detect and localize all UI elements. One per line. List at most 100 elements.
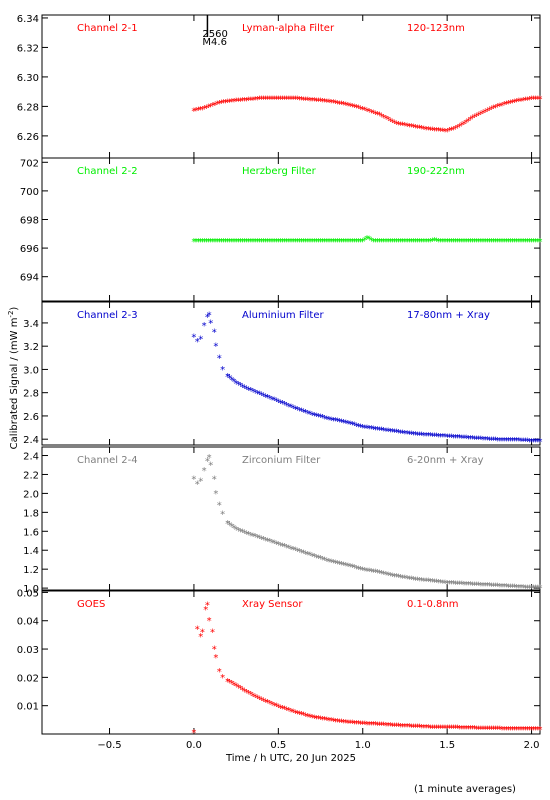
data-point: * xyxy=(516,237,521,248)
data-point: * xyxy=(232,524,237,535)
data-point: * xyxy=(438,237,443,248)
data-point: * xyxy=(251,532,256,543)
data-point: * xyxy=(533,584,538,595)
y-tick-label: 1.8 xyxy=(23,508,39,519)
data-point: * xyxy=(455,580,460,591)
data-point: * xyxy=(358,719,363,730)
data-point: * xyxy=(360,105,365,116)
data-point: * xyxy=(428,723,433,734)
data-point: * xyxy=(335,717,340,728)
data-point: * xyxy=(493,237,498,248)
y-tick-label: 694 xyxy=(20,273,39,284)
data-point: * xyxy=(535,237,540,248)
data-point: * xyxy=(396,428,401,439)
data-point: * xyxy=(295,405,300,416)
data-point: * xyxy=(379,112,384,123)
data-point: * xyxy=(221,98,226,109)
data-point: * xyxy=(371,109,376,120)
data-point: * xyxy=(443,432,448,443)
data-point: * xyxy=(310,96,315,107)
data-point: * xyxy=(259,391,264,402)
data-point: * xyxy=(529,95,534,106)
data-point: * xyxy=(369,720,374,731)
data-point: * xyxy=(257,95,262,106)
data-point: * xyxy=(405,429,410,440)
data-point: * xyxy=(267,537,272,548)
data-point: * xyxy=(421,431,426,442)
data-point: * xyxy=(236,237,241,248)
data-point: * xyxy=(519,237,524,248)
data-point: * xyxy=(502,582,507,593)
data-point: * xyxy=(316,554,321,565)
data-point: * xyxy=(438,432,443,443)
data-point: * xyxy=(514,237,519,248)
data-point: * xyxy=(335,237,340,248)
data-point: * xyxy=(220,673,225,684)
data-point: * xyxy=(333,99,338,110)
data-point: * xyxy=(365,106,370,117)
data-point: * xyxy=(246,237,251,248)
data-point: * xyxy=(421,723,426,734)
data-point: * xyxy=(519,725,524,736)
data-point: * xyxy=(381,113,386,124)
data-point: * xyxy=(464,724,469,735)
data-point: * xyxy=(337,237,342,248)
data-point: * xyxy=(538,237,543,248)
data-point: * xyxy=(527,95,532,106)
data-point: * xyxy=(212,645,217,656)
data-point: * xyxy=(487,581,492,592)
data-point: * xyxy=(255,237,260,248)
data-point: * xyxy=(415,123,420,134)
data-point: * xyxy=(263,237,268,248)
data-point: * xyxy=(396,722,401,733)
data-point: * xyxy=(447,126,452,137)
data-point: * xyxy=(379,237,384,248)
data-point: * xyxy=(212,328,217,339)
data-point: * xyxy=(348,719,353,730)
data-point: * xyxy=(529,437,534,448)
data-point: * xyxy=(495,725,500,736)
data-point: * xyxy=(198,632,203,643)
data-point: * xyxy=(459,724,464,735)
data-point: * xyxy=(495,582,500,593)
data-point: * xyxy=(318,715,323,726)
data-point: * xyxy=(390,237,395,248)
data-point: * xyxy=(276,95,281,106)
data-point: * xyxy=(274,702,279,713)
data-point: * xyxy=(400,121,405,132)
data-point: * xyxy=(478,237,483,248)
data-point: * xyxy=(371,720,376,731)
data-point: * xyxy=(504,582,509,593)
data-point: * xyxy=(398,428,403,439)
data-point: * xyxy=(213,342,218,353)
data-point: * xyxy=(244,96,249,107)
data-point: * xyxy=(280,399,285,410)
data-point: * xyxy=(377,569,382,580)
data-point: * xyxy=(373,109,378,120)
data-point: * xyxy=(225,519,230,530)
data-point: * xyxy=(346,101,351,112)
data-point: * xyxy=(242,687,247,698)
data-point: * xyxy=(310,410,315,421)
data-point: * xyxy=(421,124,426,135)
data-point: * xyxy=(407,237,412,248)
data-point: * xyxy=(225,98,230,109)
data-point: * xyxy=(491,436,496,447)
data-point: * xyxy=(198,335,203,346)
y-tick-label: 3.4 xyxy=(23,319,39,330)
data-point: * xyxy=(327,716,332,727)
data-point: * xyxy=(191,475,196,486)
data-point: * xyxy=(392,721,397,732)
data-point: * xyxy=(497,237,502,248)
data-point: * xyxy=(457,580,462,591)
band-label: 120-123nm xyxy=(407,23,465,34)
data-point: * xyxy=(219,99,224,110)
data-point: * xyxy=(208,461,213,472)
data-point: * xyxy=(343,561,348,572)
data-point: * xyxy=(238,381,243,392)
data-point: * xyxy=(198,477,203,488)
data-point: * xyxy=(487,435,492,446)
data-point: * xyxy=(341,718,346,729)
data-point: * xyxy=(392,427,397,438)
data-point: * xyxy=(508,436,513,447)
